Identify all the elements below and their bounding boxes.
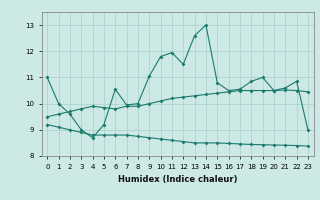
X-axis label: Humidex (Indice chaleur): Humidex (Indice chaleur) <box>118 175 237 184</box>
